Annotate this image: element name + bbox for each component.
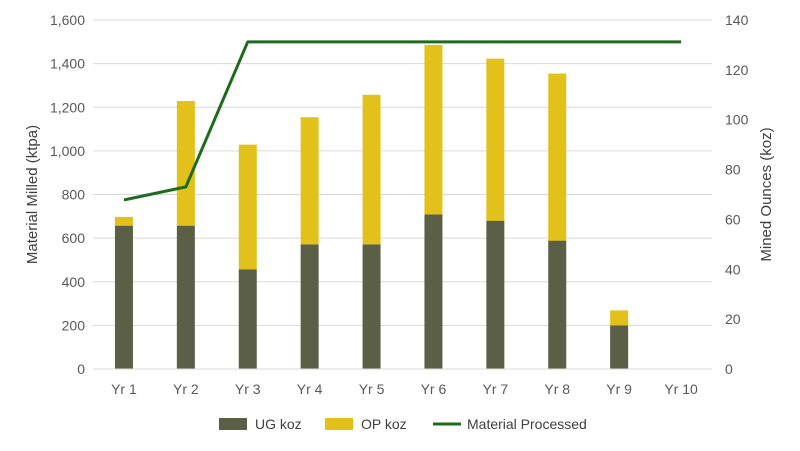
y2-tick-label: 40	[725, 261, 741, 277]
right-axis-ticks: 0 20 40 60 80 100 120 140	[725, 12, 749, 377]
x-tick-label: Yr 4	[297, 381, 323, 397]
y2-tick-label: 80	[725, 162, 741, 178]
x-tick-label: Yr 9	[606, 381, 632, 397]
bar-op-koz-yr-1	[114, 216, 133, 226]
bars	[114, 44, 629, 369]
gridlines	[93, 19, 712, 326]
y2-tick-label: 0	[725, 361, 733, 377]
x-tick-label: Yr 7	[483, 381, 509, 397]
legend-swatch-op-koz	[325, 418, 353, 430]
y-tick-label: 1,600	[50, 12, 85, 28]
bar-op-koz-yr-8	[548, 73, 567, 241]
bar-op-koz-yr-3	[238, 144, 257, 270]
y2-tick-label: 60	[725, 211, 741, 227]
x-tick-label: Yr 5	[359, 381, 385, 397]
bar-ug-koz-yr-6	[424, 214, 443, 369]
right-axis-title: Mined Ounces (koz)	[758, 127, 775, 261]
bar-op-koz-yr-7	[486, 58, 505, 221]
legend-label: UG koz	[255, 416, 302, 432]
y-tick-label: 1,400	[50, 56, 85, 72]
legend-label: Material Processed	[467, 416, 587, 432]
legend-label: OP koz	[361, 416, 407, 432]
x-tick-label: Yr 10	[664, 381, 698, 397]
material-processed-line-group	[123, 40, 682, 202]
bar-ug-koz-yr-9	[610, 325, 629, 369]
y2-tick-label: 100	[725, 112, 749, 128]
bar-op-koz-yr-2	[176, 101, 195, 226]
bar-ug-koz-yr-3	[238, 269, 257, 369]
y-tick-label: 800	[62, 187, 86, 203]
y-tick-label: 1,200	[50, 99, 85, 115]
left-axis-title: Material Milled (ktpa)	[24, 125, 41, 264]
x-tick-label: Yr 8	[544, 381, 570, 397]
bar-ug-koz-yr-1	[114, 225, 133, 369]
y2-tick-label: 120	[725, 62, 749, 78]
x-tick-label: Yr 6	[421, 381, 447, 397]
bar-ug-koz-yr-2	[176, 225, 195, 369]
bar-op-koz-yr-6	[424, 44, 443, 215]
legend-swatch-ug-koz	[219, 418, 247, 430]
y-tick-label: 600	[62, 230, 86, 246]
bar-op-koz-yr-9	[610, 310, 629, 326]
y2-tick-label: 20	[725, 311, 741, 327]
bar-ug-koz-yr-5	[362, 244, 381, 369]
left-axis-ticks: 0 200 400 600 800 1,000 1,200 1,400 1,600	[50, 12, 85, 377]
y2-tick-label: 140	[725, 12, 749, 28]
bar-ug-koz-yr-4	[300, 244, 319, 369]
y-tick-label: 400	[62, 274, 86, 290]
x-tick-label: Yr 1	[111, 381, 137, 397]
x-axis-ticks: Yr 1 Yr 2 Yr 3 Yr 4 Yr 5 Yr 6 Yr 7 Yr 8 Yr 9 Yr 1…	[111, 381, 698, 397]
bar-ug-koz-yr-8	[548, 240, 567, 369]
line-material-processed	[123, 40, 682, 202]
y-tick-label: 0	[77, 361, 85, 377]
x-tick-label: Yr 3	[235, 381, 261, 397]
y-tick-label: 1,000	[50, 143, 85, 159]
bar-op-koz-yr-5	[362, 94, 381, 245]
bar-op-koz-yr-4	[300, 117, 319, 245]
x-tick-label: Yr 2	[173, 381, 199, 397]
y-tick-label: 200	[62, 317, 86, 333]
bar-ug-koz-yr-7	[486, 220, 505, 369]
legend: UG koz OP koz Material Processed	[219, 416, 587, 432]
